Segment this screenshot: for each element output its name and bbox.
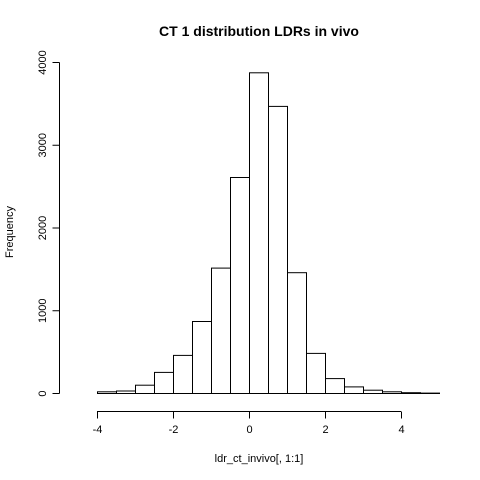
histogram-bar xyxy=(154,371,174,394)
y-tick-label: 2000 xyxy=(37,216,49,240)
histogram-bar xyxy=(135,384,155,395)
histogram-bar xyxy=(97,391,117,394)
histogram-bar xyxy=(192,321,212,394)
x-tick-label: 4 xyxy=(398,424,404,436)
y-axis: 0 1000 2000 3000 4000 xyxy=(37,50,60,397)
chart-title: CT 1 distribution LDRs in vivo xyxy=(159,23,359,39)
y-tick-label: 3000 xyxy=(37,133,49,157)
x-tick-label: 0 xyxy=(246,424,252,436)
histogram-bar xyxy=(116,390,136,394)
histogram-bar xyxy=(344,386,364,394)
histogram-bars xyxy=(97,72,440,395)
histogram-bar xyxy=(306,352,326,394)
histogram-bar xyxy=(173,354,193,394)
x-axis-label: ldr_ct_invivo[, 1:1] xyxy=(215,453,304,465)
y-axis-label: Frequency xyxy=(4,206,16,258)
y-tick-label: 0 xyxy=(37,390,49,396)
histogram-bar xyxy=(230,177,250,394)
histogram-bar xyxy=(363,389,383,395)
y-tick-label: 1000 xyxy=(37,299,49,323)
y-tick-label: 4000 xyxy=(37,50,49,74)
histogram-bar xyxy=(401,392,421,395)
x-tick-label: -2 xyxy=(169,424,179,436)
histogram-bar xyxy=(382,391,402,394)
histogram-bar xyxy=(287,272,307,395)
x-tick-label: 2 xyxy=(322,424,328,436)
histogram-bar xyxy=(249,72,269,395)
histogram-bar xyxy=(325,378,345,395)
x-tick-label: -4 xyxy=(93,424,103,436)
histogram-bar xyxy=(211,267,231,395)
histogram-bar xyxy=(268,105,288,395)
x-axis: -4 -2 0 2 4 xyxy=(93,411,405,436)
